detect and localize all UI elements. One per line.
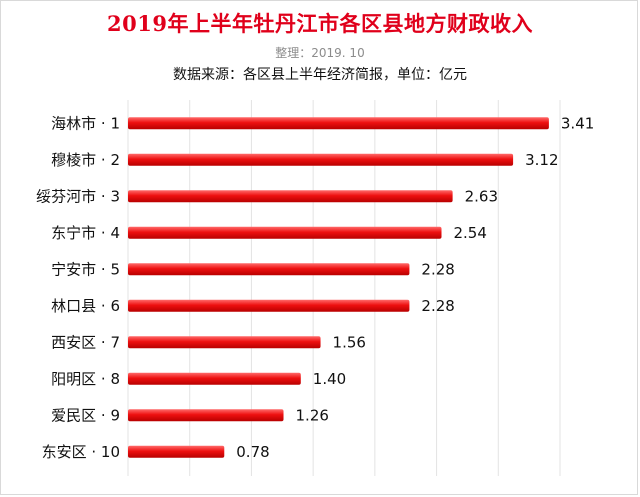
bar [128, 372, 301, 385]
value-label: 2.54 [454, 224, 487, 242]
bar [128, 409, 284, 422]
bar [128, 226, 442, 239]
category-label: 穆棱市 · 2 [51, 151, 120, 169]
value-label: 2.28 [421, 297, 454, 315]
value-label: 1.40 [313, 370, 346, 388]
value-label: 1.56 [333, 333, 366, 351]
chart-subtitle: 整理：2019. 10 [275, 46, 365, 60]
chart-title: 2019年上半年牡丹江市各区县地方财政收入 [107, 11, 533, 36]
bar [128, 263, 410, 276]
data-source-note: 数据来源：各区县上半年经济简报，单位：亿元 [173, 67, 467, 83]
bar [128, 336, 321, 349]
value-label: 2.28 [421, 260, 454, 278]
category-label: 绥芬河市 · 3 [36, 187, 120, 205]
category-label: 海林市 · 1 [51, 114, 120, 132]
category-label: 阳明区 · 8 [51, 370, 120, 388]
bar [128, 117, 549, 130]
bar [128, 445, 225, 458]
value-label: 1.26 [296, 406, 329, 424]
category-label: 西安区 · 7 [51, 333, 120, 351]
bar [128, 190, 453, 203]
category-label: 林口县 · 6 [51, 297, 120, 315]
bar [128, 299, 410, 312]
bars [128, 117, 549, 458]
bar [128, 153, 514, 166]
value-label: 2.63 [465, 187, 498, 205]
labels: 海林市 · 1 3.41 穆棱市 · 2 3.12 绥芬河市 · 3 2.63 东宁市 · … [36, 114, 594, 461]
category-label: 东宁市 · 4 [51, 224, 120, 242]
category-label: 爱民区 · 9 [51, 406, 120, 424]
value-label: 0.78 [236, 443, 269, 461]
category-label: 宁安市 · 5 [51, 260, 120, 278]
value-label: 3.12 [525, 151, 558, 169]
value-label: 3.41 [561, 114, 594, 132]
category-label: 东安区 · 10 [42, 443, 120, 461]
